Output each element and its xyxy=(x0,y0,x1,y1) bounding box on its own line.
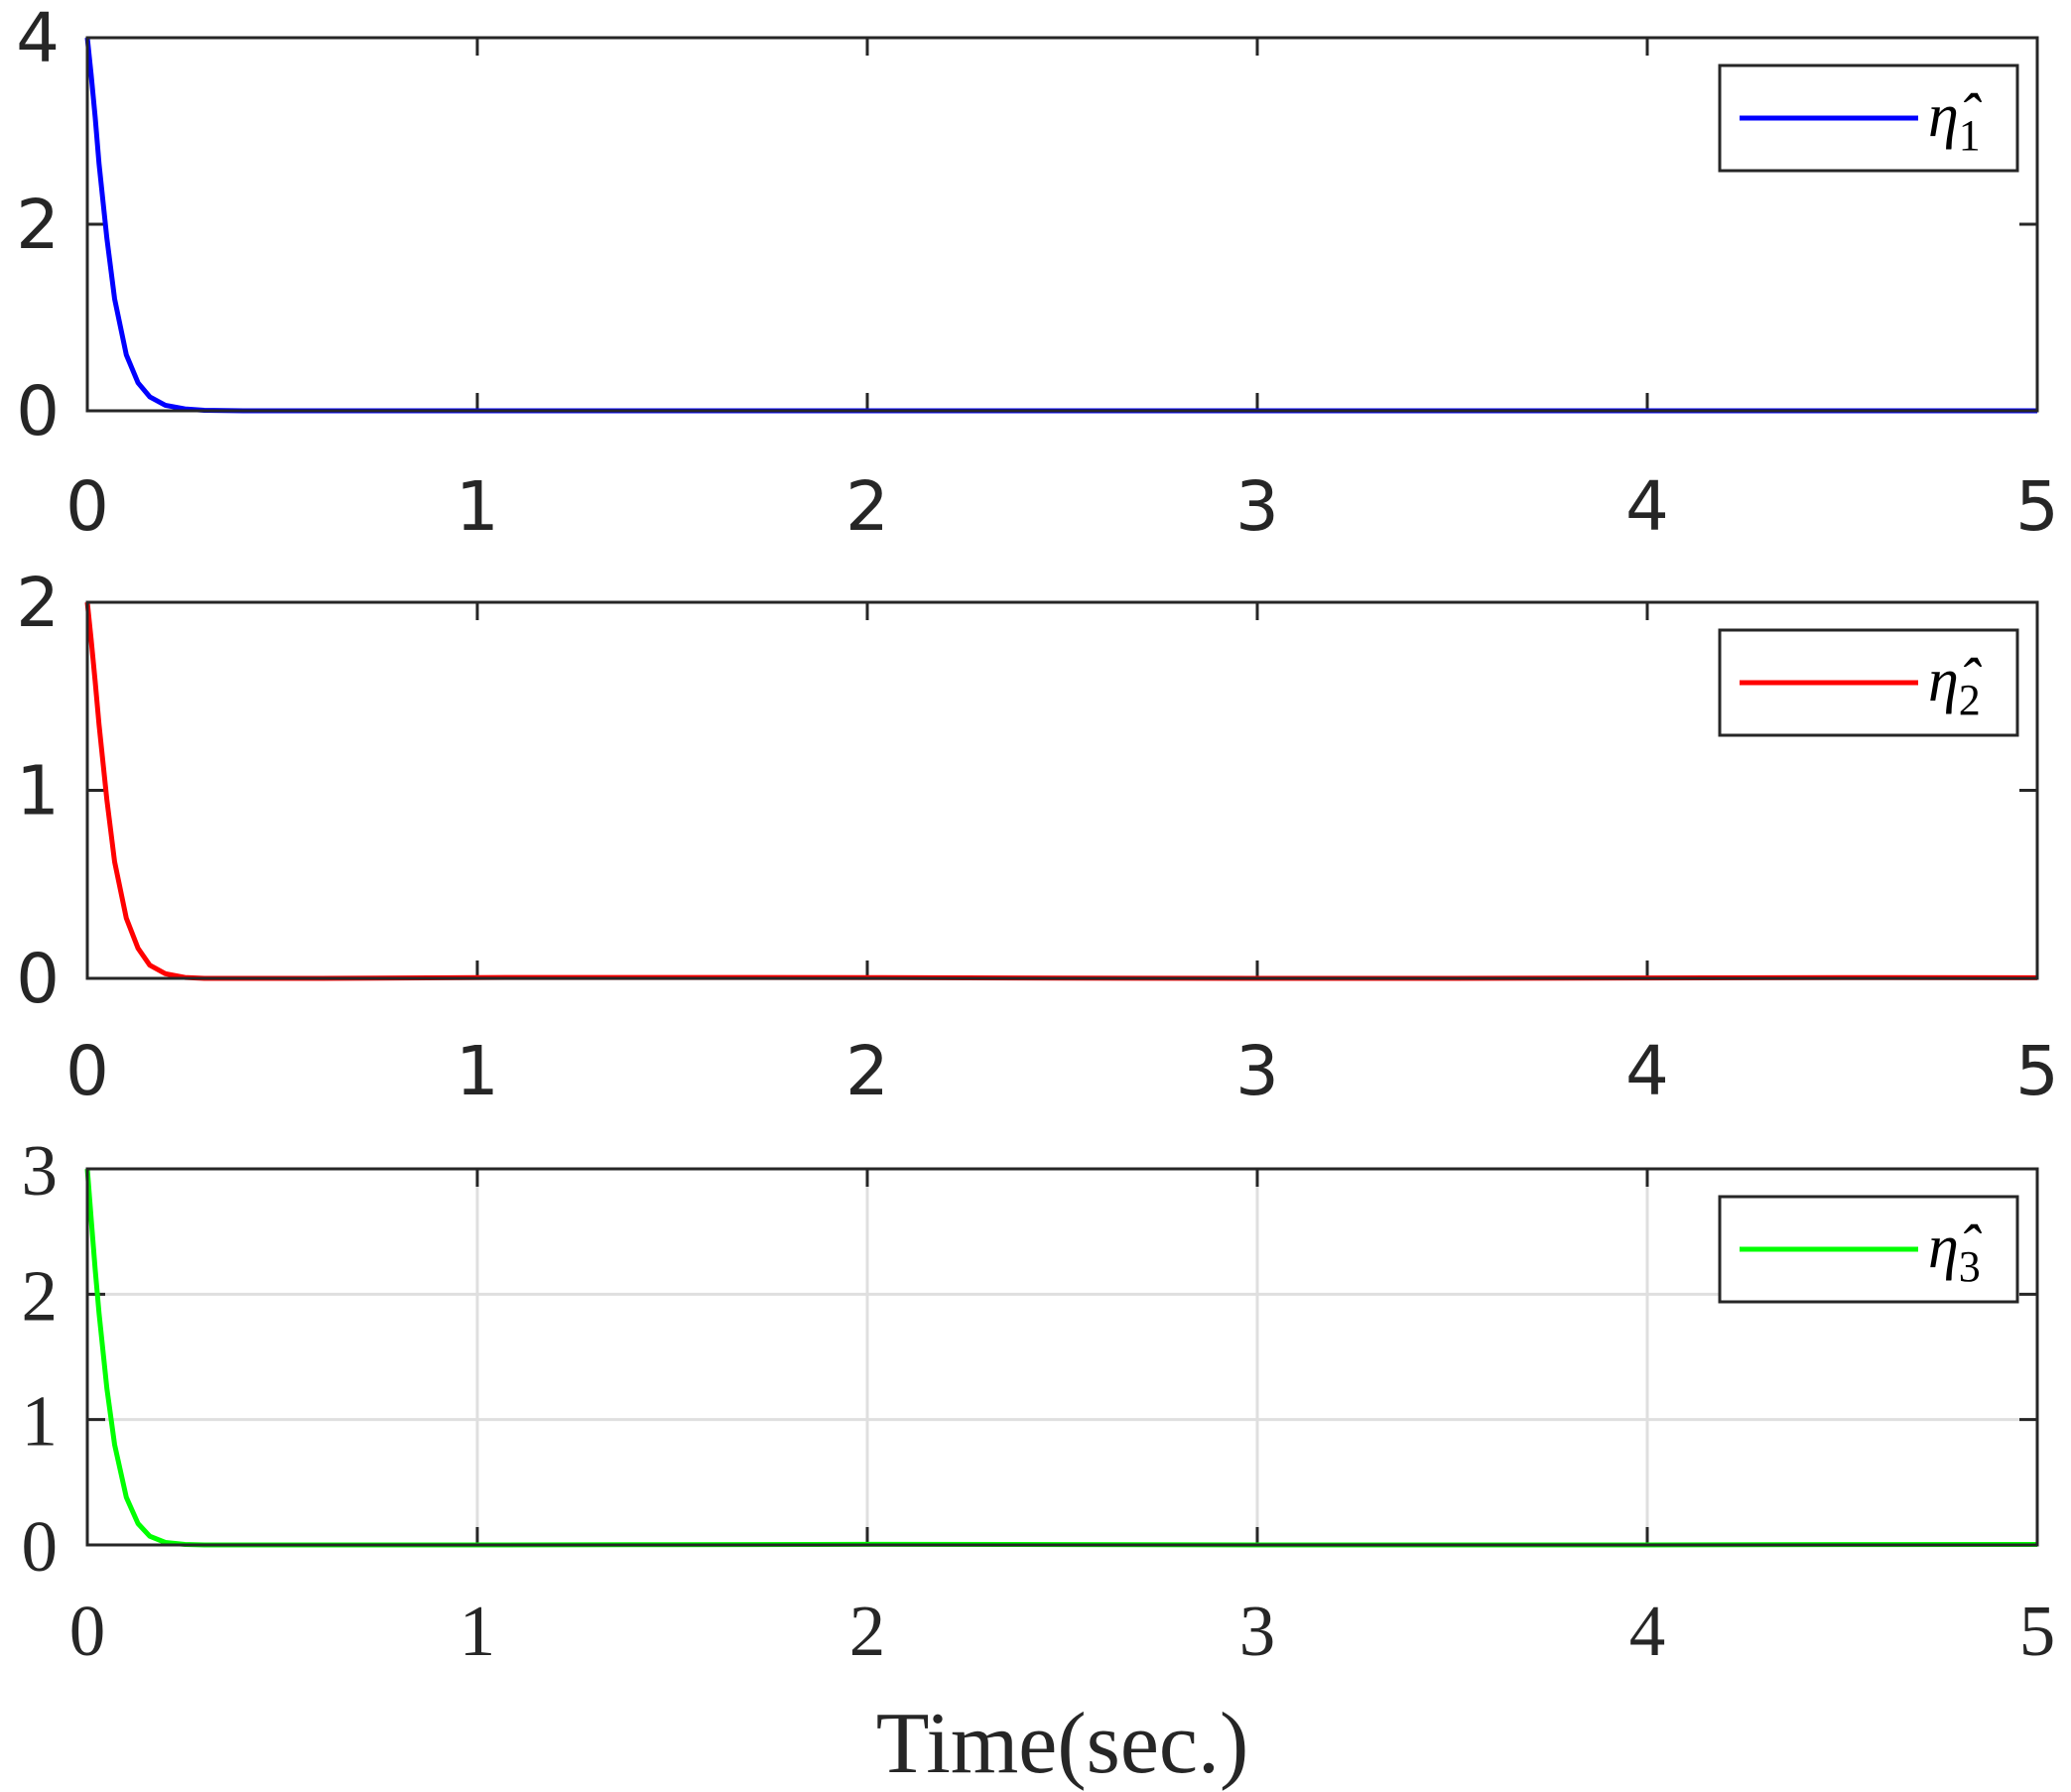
legend-label: η̂3 xyxy=(1928,1214,1983,1291)
axes-frame xyxy=(85,1167,2039,1547)
y-tick-label: 0 xyxy=(16,372,60,451)
x-tick-label: 3 xyxy=(1239,1591,1276,1671)
y-tick-label: 2 xyxy=(16,564,60,643)
axes-frame xyxy=(85,36,2039,413)
y-tick-label: 2 xyxy=(16,186,60,265)
x-tick-label: 2 xyxy=(845,467,889,547)
legend: η̂3 xyxy=(1718,1195,2019,1304)
y-tick-label: 4 xyxy=(16,0,60,78)
x-tick-label: 3 xyxy=(1235,467,1279,547)
x-tick-label: 4 xyxy=(1629,1591,1666,1671)
x-tick-label: 4 xyxy=(1625,467,1669,547)
chart-panel-1: 0 1 2 3 4 5 0 2 4 η̂1 xyxy=(16,0,2059,547)
y-tick-label: 3 xyxy=(22,1130,59,1211)
y-tick-label: 0 xyxy=(16,940,60,1019)
legend: η̂2 xyxy=(1718,628,2019,737)
x-tick-label: 1 xyxy=(455,1032,499,1111)
x-tick-label: 0 xyxy=(65,467,109,547)
x-tick-label: 4 xyxy=(1625,1032,1669,1111)
x-tick-label: 5 xyxy=(2019,1591,2056,1671)
legend-label-subscript: 1 xyxy=(1959,111,1981,160)
x-axis-label: Time(sec.) xyxy=(876,1696,1249,1792)
axes-frame xyxy=(85,600,2039,980)
y-tick-label: 2 xyxy=(22,1255,59,1336)
plot-area xyxy=(87,38,2037,411)
plot-area xyxy=(87,1169,2037,1545)
x-tick-label: 2 xyxy=(845,1032,889,1111)
x-tick-label: 1 xyxy=(459,1591,496,1671)
legend-label-subscript: 3 xyxy=(1959,1242,1981,1291)
y-tick-label: 0 xyxy=(22,1506,59,1587)
x-tick-label: 3 xyxy=(1235,1032,1279,1111)
x-tick-label: 5 xyxy=(2015,467,2059,547)
x-tick-label: 1 xyxy=(455,467,499,547)
y-tick-label: 1 xyxy=(22,1381,59,1462)
x-tick-label: 0 xyxy=(65,1032,109,1111)
plot-area xyxy=(87,602,2037,978)
legend-label-subscript: 2 xyxy=(1959,676,1981,724)
x-tick-label: 0 xyxy=(69,1591,106,1671)
y-tick-label: 1 xyxy=(16,752,60,832)
x-tick-label: 2 xyxy=(849,1591,886,1671)
x-tick-label: 5 xyxy=(2015,1032,2059,1111)
legend: η̂1 xyxy=(1718,64,2019,173)
